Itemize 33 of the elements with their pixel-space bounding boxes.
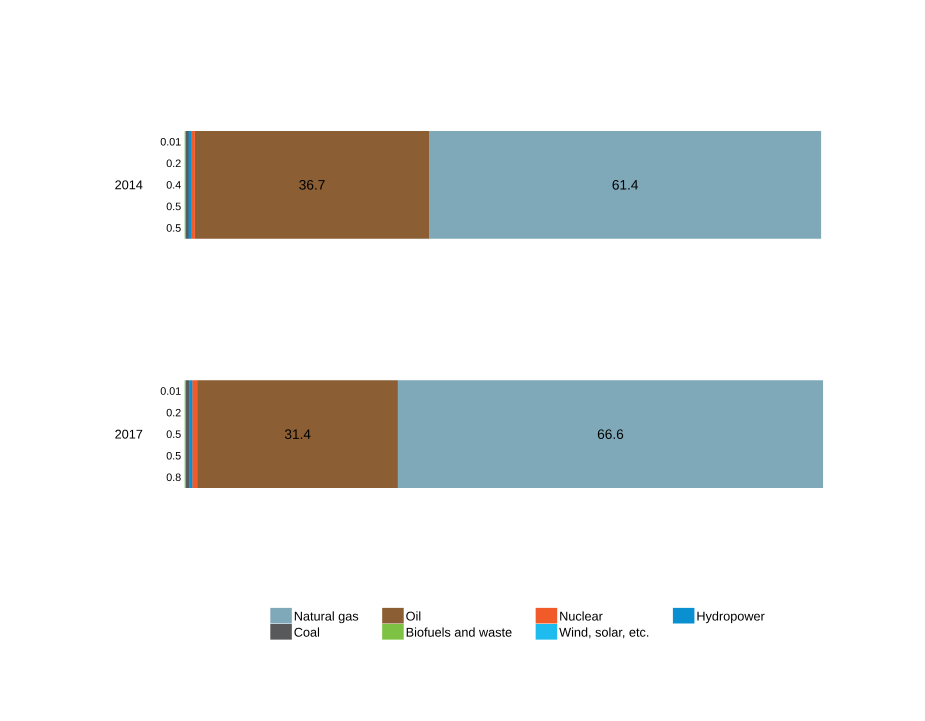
- data-label: 0.2: [166, 408, 181, 416]
- data-label: 0.8: [166, 474, 181, 482]
- bar: [192, 131, 195, 239]
- bar: [186, 380, 190, 488]
- legend-label: Hydropower: [697, 611, 765, 624]
- data-label: 0.01: [160, 138, 181, 146]
- y-tick-label: 2014: [115, 180, 142, 190]
- bar: [188, 131, 192, 239]
- bar: [429, 131, 822, 239]
- bar: [186, 131, 189, 239]
- y-tick-label: 2017: [115, 430, 142, 439]
- data-label: 0.5: [166, 202, 181, 210]
- data-label: 0.4: [166, 181, 181, 189]
- data-label: 36.7: [299, 180, 325, 190]
- legend-label: Wind, solar, etc.: [559, 627, 648, 638]
- data-label: 0.2: [166, 160, 181, 168]
- legend-label: Nuclear: [560, 611, 603, 621]
- bar: [192, 380, 198, 488]
- legend-label: Coal: [294, 627, 320, 637]
- legend-label: Biofuels and waste: [406, 627, 512, 637]
- data-label: 0.5: [166, 452, 181, 460]
- legend-label: Oil: [406, 611, 420, 621]
- bar: [197, 380, 398, 488]
- data-label: 31.4: [284, 429, 311, 440]
- data-label: 0.5: [166, 224, 181, 232]
- bar: [189, 380, 192, 488]
- legend-label: Natural gas: [294, 611, 358, 624]
- data-label: 66.6: [598, 429, 624, 440]
- data-label: 0.01: [160, 387, 181, 395]
- bar: [194, 131, 430, 239]
- bar: [398, 380, 824, 488]
- data-label: 61.4: [612, 180, 638, 190]
- data-label: 0.5: [166, 430, 181, 438]
